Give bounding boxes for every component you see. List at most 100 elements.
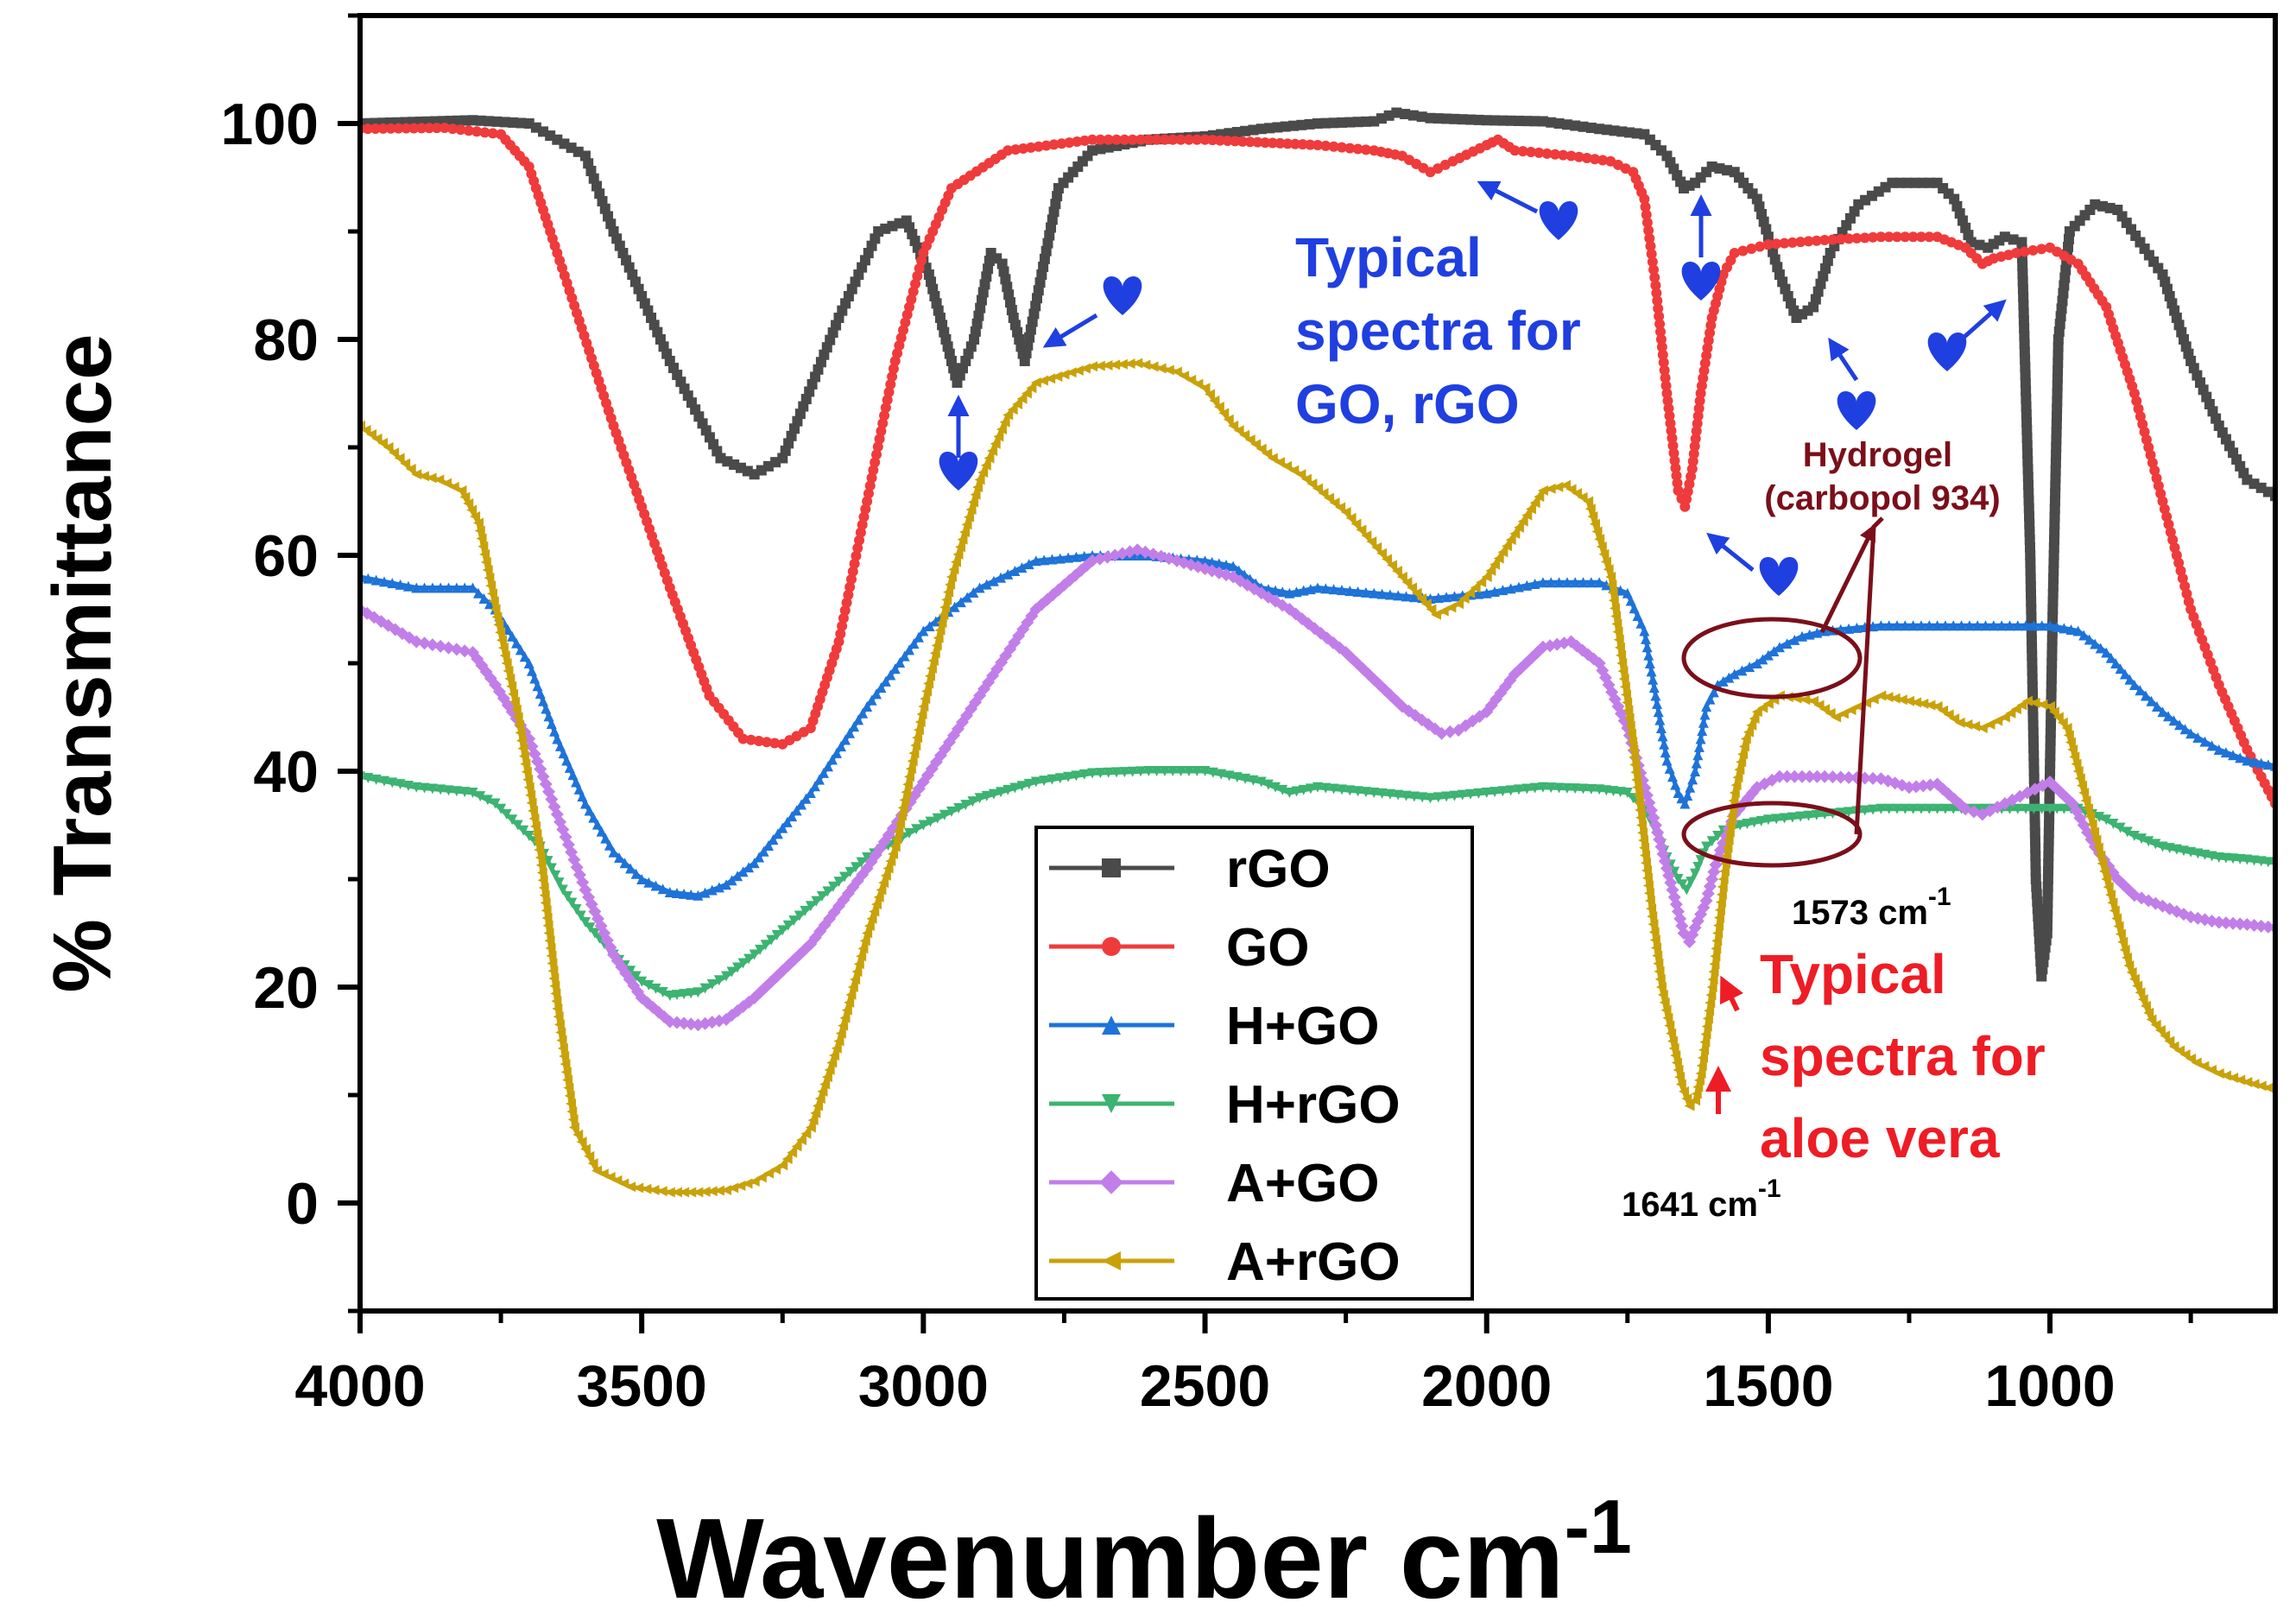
data-point — [1648, 674, 1659, 685]
data-point — [1465, 788, 1477, 800]
data-point — [2115, 663, 2126, 674]
data-point — [1635, 805, 1646, 815]
data-point — [1868, 693, 1879, 705]
data-point — [1948, 620, 1959, 631]
data-point — [1746, 719, 1757, 731]
data-point — [1033, 285, 1044, 296]
data-point — [1755, 815, 1767, 826]
data-point — [491, 116, 503, 127]
data-point — [1585, 783, 1597, 795]
data-point — [487, 588, 498, 599]
data-point — [946, 806, 957, 817]
data-point — [839, 605, 851, 616]
data-point — [539, 890, 550, 901]
data-point — [573, 783, 585, 795]
data-point — [1618, 674, 1629, 685]
data-point — [1722, 842, 1733, 853]
data-point — [777, 925, 788, 936]
data-point — [1819, 235, 1831, 245]
data-point — [870, 449, 882, 460]
data-point — [787, 811, 798, 822]
data-point — [2021, 803, 2032, 814]
data-point — [529, 820, 541, 832]
data-point — [1844, 233, 1855, 244]
data-point — [1781, 769, 1794, 783]
data-point — [515, 727, 526, 738]
data-point — [2057, 717, 2068, 728]
data-point — [777, 822, 788, 833]
legend-item: H+rGO — [1049, 1075, 1401, 1135]
data-point — [1653, 958, 1664, 969]
data-point — [1502, 541, 1513, 552]
data-point — [1713, 920, 1724, 931]
data-point — [1529, 497, 1540, 509]
data-point — [2016, 237, 2027, 248]
legend-label: A+GO — [1226, 1154, 1379, 1213]
data-point — [699, 983, 711, 994]
data-point — [1163, 364, 1174, 376]
data-point — [2023, 495, 2034, 506]
peak-1641-sup: -1 — [1758, 1175, 1781, 1203]
data-point — [542, 920, 553, 931]
data-point — [2021, 416, 2033, 427]
data-point — [1023, 559, 1034, 570]
data-point — [1736, 665, 1748, 676]
data-point — [912, 732, 923, 744]
data-point — [2136, 833, 2147, 845]
data-point — [807, 1115, 819, 1126]
data-point — [858, 511, 870, 522]
data-point — [1230, 136, 1241, 147]
data-point — [1742, 818, 1753, 829]
data-point — [1140, 359, 1151, 370]
data-point — [2022, 456, 2034, 467]
data-point — [2137, 994, 2148, 1005]
data-point — [950, 556, 961, 567]
data-point — [526, 797, 537, 808]
data-point — [657, 986, 668, 997]
data-point — [1740, 733, 1751, 744]
data-point — [805, 1122, 816, 1133]
data-point — [1701, 841, 1712, 852]
data-point — [769, 738, 781, 749]
data-point — [443, 785, 454, 796]
y-tick-label: 20 — [253, 955, 319, 1021]
data-point — [509, 696, 520, 707]
data-point — [822, 886, 833, 897]
data-point — [370, 774, 382, 785]
data-point — [1779, 237, 1790, 249]
data-point — [2117, 936, 2128, 947]
data-point — [1900, 231, 1911, 243]
data-point — [1509, 145, 1521, 156]
data-point — [2052, 621, 2063, 632]
data-point — [1715, 896, 1726, 908]
data-point — [1087, 134, 1098, 145]
data-point — [686, 1187, 697, 1198]
data-point — [983, 263, 994, 275]
data-point — [1615, 787, 1626, 798]
data-point — [2059, 803, 2070, 814]
data-point — [1352, 786, 1363, 797]
data-point — [1695, 1068, 1706, 1079]
data-point — [1237, 136, 1249, 147]
data-point — [885, 379, 896, 390]
data-point — [1295, 469, 1306, 480]
data-point — [874, 434, 885, 445]
data-point — [1699, 1036, 1711, 1048]
x-tick-label: 3000 — [858, 1353, 989, 1419]
data-point — [1706, 982, 1717, 992]
data-point — [980, 459, 991, 471]
peak-1573-sup: -1 — [1928, 883, 1951, 911]
data-point — [857, 519, 868, 530]
data-point — [1660, 372, 1671, 383]
data-point — [575, 910, 586, 921]
data-point — [2174, 719, 2185, 731]
data-point — [439, 123, 450, 133]
data-point — [2110, 658, 2122, 668]
data-point — [1095, 143, 1106, 155]
data-point — [1646, 903, 1657, 915]
data-point — [1615, 585, 1626, 596]
data-point — [1111, 134, 1123, 145]
data-point — [1646, 249, 1657, 260]
data-point — [1915, 231, 1926, 243]
data-point — [1546, 782, 1557, 794]
